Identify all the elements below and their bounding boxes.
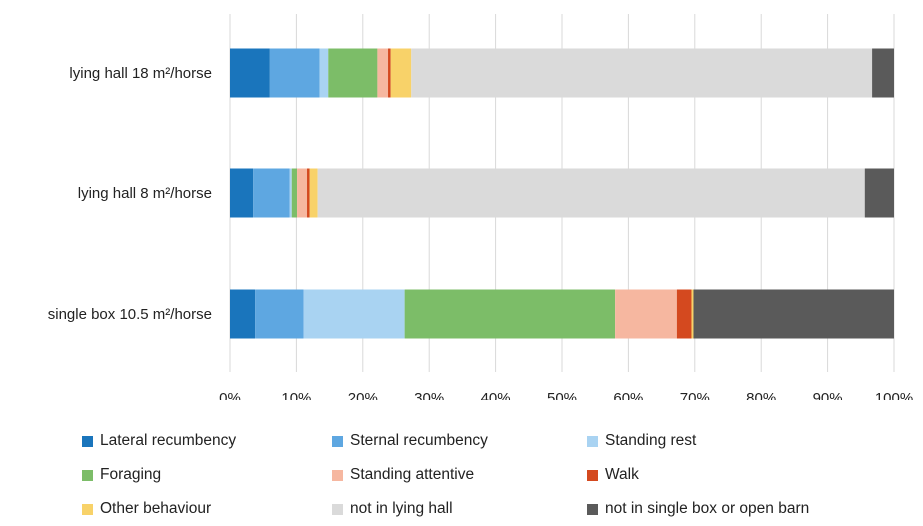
legend-item: Standing attentive [332, 466, 587, 484]
bar-segment [693, 289, 894, 339]
bar-segment [307, 168, 310, 218]
bar-segment [404, 289, 616, 339]
legend-label: Other behaviour [100, 500, 212, 517]
legend-label: not in lying hall [350, 500, 453, 517]
legend-swatch [587, 435, 598, 447]
legend-label: Walk [605, 466, 639, 483]
legend-label: Standing rest [605, 432, 697, 449]
bar-segment [615, 289, 677, 339]
bar-segment [230, 48, 270, 98]
bar-segment [390, 48, 412, 98]
legend-label: Lateral recumbency [100, 432, 237, 449]
category-labels: lying hall 18 m²/horse lying hall 8 m²/ho… [48, 65, 212, 323]
bar-segment [864, 168, 894, 218]
bar-segment [377, 48, 389, 98]
x-tick-label: 50% [547, 390, 577, 400]
legend-item: Standing rest [587, 432, 839, 450]
bar-segment [230, 289, 256, 339]
bar-segment [230, 168, 254, 218]
legend-label: not in single box or open barn [605, 500, 810, 517]
x-tick-label: 80% [746, 390, 776, 400]
legend-swatch [587, 503, 598, 515]
stacked-bar-chart: lying hall 18 m²/horse lying hall 8 m²/ho… [48, 14, 913, 400]
category-label: lying hall 8 m²/horse [78, 185, 212, 202]
x-tick-label: 30% [414, 390, 444, 400]
legend-item: Walk [587, 466, 839, 484]
bar-segment [253, 168, 290, 218]
legend-row: Other behaviour not in lying hall not in s… [82, 492, 912, 526]
legend-item: Other behaviour [82, 500, 332, 518]
x-tick-label: 70% [680, 390, 710, 400]
legend-swatch [82, 503, 93, 515]
bar-segment [388, 48, 391, 98]
x-tick-label: 20% [348, 390, 378, 400]
bar-segment [297, 168, 308, 218]
legend-swatch [82, 435, 93, 447]
legend-label: Foraging [100, 466, 162, 483]
bars [230, 48, 894, 339]
bar-segment [328, 48, 378, 98]
legend-row: Lateral recumbency Sternal recumbency Stan… [82, 424, 912, 458]
bar-segment [319, 48, 329, 98]
bar-segment [291, 168, 298, 218]
x-tick-label: 100% [875, 390, 913, 400]
bar-segment [303, 289, 405, 339]
legend-swatch [587, 469, 598, 481]
bar-segment [317, 168, 865, 218]
legend-row: Foraging Standing attentive Walk [82, 458, 912, 492]
bar-segment [309, 168, 318, 218]
category-label: lying hall 18 m²/horse [69, 65, 212, 82]
legend-item: Sternal recumbency [332, 432, 587, 450]
legend: Lateral recumbency Sternal recumbency Stan… [82, 424, 912, 526]
bar-segment [255, 289, 304, 339]
x-tick-label: 40% [481, 390, 511, 400]
legend-swatch [332, 435, 343, 447]
bar-segment [269, 48, 320, 98]
bar-segment [289, 168, 292, 218]
chart-canvas: lying hall 18 m²/horse lying hall 8 m²/ho… [48, 14, 913, 400]
x-tick-labels: 0% 10% 20% 30% 40% 50% 60% 70% 80% 90% 100% [219, 390, 913, 400]
bar-segment [691, 289, 694, 339]
bar-segment [411, 48, 873, 98]
legend-swatch [332, 503, 343, 515]
x-tick-label: 90% [813, 390, 843, 400]
legend-item: Foraging [82, 466, 332, 484]
bar-segment [676, 289, 692, 339]
x-tick-label: 60% [613, 390, 643, 400]
legend-swatch [82, 469, 93, 481]
x-tick-label: 0% [219, 390, 241, 400]
bar-segment [872, 48, 894, 98]
legend-label: Standing attentive [350, 466, 475, 483]
legend-swatch [332, 469, 343, 481]
category-label: single box 10.5 m²/horse [48, 306, 212, 323]
legend-item: Lateral recumbency [82, 432, 332, 450]
legend-item: not in lying hall [332, 500, 587, 518]
legend-label: Sternal recumbency [350, 432, 488, 449]
x-tick-label: 10% [281, 390, 311, 400]
legend-item: not in single box or open barn [587, 500, 839, 518]
